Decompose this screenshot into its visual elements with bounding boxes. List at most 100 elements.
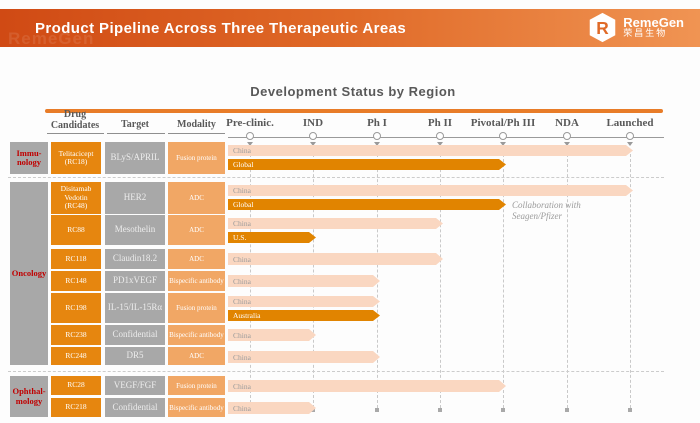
stage-marker-icon bbox=[436, 132, 444, 140]
gridline-end-dot bbox=[501, 408, 505, 412]
bar-region-label: China bbox=[233, 276, 251, 286]
pipeline-bar-australia: Australia bbox=[228, 310, 380, 321]
stage-header-ind: IND bbox=[302, 117, 324, 129]
drug-candidate-cell: RC88 bbox=[51, 215, 101, 245]
modality-cell: Bispecific antibody bbox=[168, 398, 225, 417]
modality-cell: ADC bbox=[168, 215, 225, 245]
drug-candidate-cell: Disitamab Vedotin (RC48) bbox=[51, 182, 101, 214]
bar-region-label: China bbox=[233, 403, 251, 413]
stage-marker-arrow-icon bbox=[310, 142, 316, 146]
drug-candidate-cell: RC28 bbox=[51, 376, 101, 395]
target-cell: IL-15/IL-15Rα bbox=[105, 293, 165, 323]
target-cell: Mesothelin bbox=[105, 215, 165, 245]
bar-region-label: Global bbox=[233, 200, 254, 209]
stage-marker-icon bbox=[246, 132, 254, 140]
stage-header-pivotal-ph-iii: Pivotal/Ph III bbox=[470, 117, 536, 129]
modality-cell: Fusion protein bbox=[168, 142, 225, 174]
stage-header-launched: Launched bbox=[606, 117, 654, 129]
gridline-end-dot bbox=[375, 408, 379, 412]
pipeline-bar-china: China bbox=[228, 402, 316, 414]
bar-region-label: U.S. bbox=[233, 233, 247, 242]
pipeline-bar-china: China bbox=[228, 253, 443, 265]
pipeline-bar-china: China bbox=[228, 329, 316, 341]
stage-header-nda: NDA bbox=[555, 117, 579, 129]
chart-title: Development Status by Region bbox=[250, 84, 456, 99]
drug-candidate-cell: RC248 bbox=[51, 347, 101, 365]
stage-marker-arrow-icon bbox=[247, 142, 253, 146]
header-underline bbox=[47, 133, 104, 134]
stage-gridline bbox=[630, 149, 631, 408]
modality-cell: Fusion protein bbox=[168, 376, 225, 395]
drug-candidate-cell: RC148 bbox=[51, 271, 101, 291]
drug-candidate-cell: RC118 bbox=[51, 249, 101, 269]
bar-region-label: China bbox=[233, 297, 251, 306]
target-cell: HER2 bbox=[105, 182, 165, 214]
section-label-immunology: Immu-nology bbox=[10, 142, 48, 174]
pipeline-bar-global: Global bbox=[228, 199, 506, 210]
stage-marker-arrow-icon bbox=[564, 142, 570, 146]
modality-cell: Fusion protein bbox=[168, 293, 225, 323]
column-header-drug-candidates: Drug Candidates bbox=[50, 109, 100, 131]
stage-marker-icon bbox=[626, 132, 634, 140]
drug-candidate-cell: RC198 bbox=[51, 293, 101, 323]
stage-marker-arrow-icon bbox=[627, 142, 633, 146]
drug-candidate-cell: Telitacicept (RC18) bbox=[51, 142, 101, 174]
company-logo: R RemeGen 荣昌生物 bbox=[587, 12, 684, 43]
logo-text-en: RemeGen bbox=[623, 14, 684, 30]
stage-marker-arrow-icon bbox=[374, 142, 380, 146]
pipeline-bar-china: China bbox=[228, 296, 380, 307]
svg-text:R: R bbox=[597, 18, 610, 38]
column-header-target: Target bbox=[121, 119, 149, 130]
target-cell: Claudin18.2 bbox=[105, 249, 165, 269]
header-underline bbox=[107, 133, 165, 134]
stage-header-ph-ii: Ph II bbox=[427, 117, 453, 129]
stage-marker-icon bbox=[563, 132, 571, 140]
modality-cell: ADC bbox=[168, 182, 225, 214]
stage-header-ph-i: Ph I bbox=[367, 117, 387, 129]
modality-cell: ADC bbox=[168, 347, 225, 365]
section-label-oncology: Oncology bbox=[10, 182, 48, 365]
bar-region-label: China bbox=[233, 381, 251, 391]
collaboration-note: Collaboration with Seagen/Pfizer bbox=[512, 200, 581, 221]
header-watermark: RemeGen bbox=[8, 29, 95, 48]
pipeline-bar-global: Global bbox=[228, 159, 506, 170]
stage-gridline bbox=[440, 149, 441, 408]
milestone-axis-line bbox=[228, 137, 664, 138]
stage-gridline bbox=[567, 149, 568, 408]
bar-region-label: China bbox=[233, 330, 251, 340]
column-header-modality: Modality bbox=[177, 119, 216, 130]
stage-marker-arrow-icon bbox=[500, 142, 506, 146]
section-separator bbox=[8, 177, 664, 178]
modality-cell: ADC bbox=[168, 249, 225, 269]
pipeline-bar-china: China bbox=[228, 351, 380, 363]
modality-cell: Bispecific antibody bbox=[168, 271, 225, 291]
logo-text-cn: 荣昌生物 bbox=[623, 27, 668, 38]
drug-candidate-cell: RC218 bbox=[51, 398, 101, 417]
drug-candidate-cell: RC238 bbox=[51, 325, 101, 345]
stage-marker-icon bbox=[309, 132, 317, 140]
pipeline-bar-us: U.S. bbox=[228, 232, 316, 243]
pipeline-bar-china: China bbox=[228, 218, 443, 229]
pipeline-bar-china: China bbox=[228, 275, 380, 287]
bar-region-label: China bbox=[233, 186, 251, 195]
gridline-end-dot bbox=[438, 408, 442, 412]
section-label-ophthalmology: Ophthal-mology bbox=[10, 376, 48, 417]
accent-rule bbox=[45, 109, 663, 113]
target-cell: VEGF/FGF bbox=[105, 376, 165, 395]
header-underline bbox=[168, 133, 225, 134]
stage-marker-arrow-icon bbox=[437, 142, 443, 146]
bar-region-label: Global bbox=[233, 160, 254, 169]
slide-header-bar: RemeGen Product Pipeline Across Three Th… bbox=[0, 9, 700, 48]
target-cell: DR5 bbox=[105, 347, 165, 365]
bar-region-label: China bbox=[233, 146, 251, 155]
bar-region-label: China bbox=[233, 254, 251, 264]
modality-cell: Bispecific antibody bbox=[168, 325, 225, 345]
section-separator bbox=[8, 371, 664, 372]
stage-header-pre-clinic-: Pre-clinic. bbox=[226, 117, 274, 129]
stage-marker-icon bbox=[499, 132, 507, 140]
target-cell: Confidential bbox=[105, 398, 165, 417]
bar-region-label: Australia bbox=[233, 311, 261, 320]
pipeline-bar-china: China bbox=[228, 185, 633, 196]
gridline-end-dot bbox=[628, 408, 632, 412]
stage-gridline bbox=[503, 149, 504, 408]
